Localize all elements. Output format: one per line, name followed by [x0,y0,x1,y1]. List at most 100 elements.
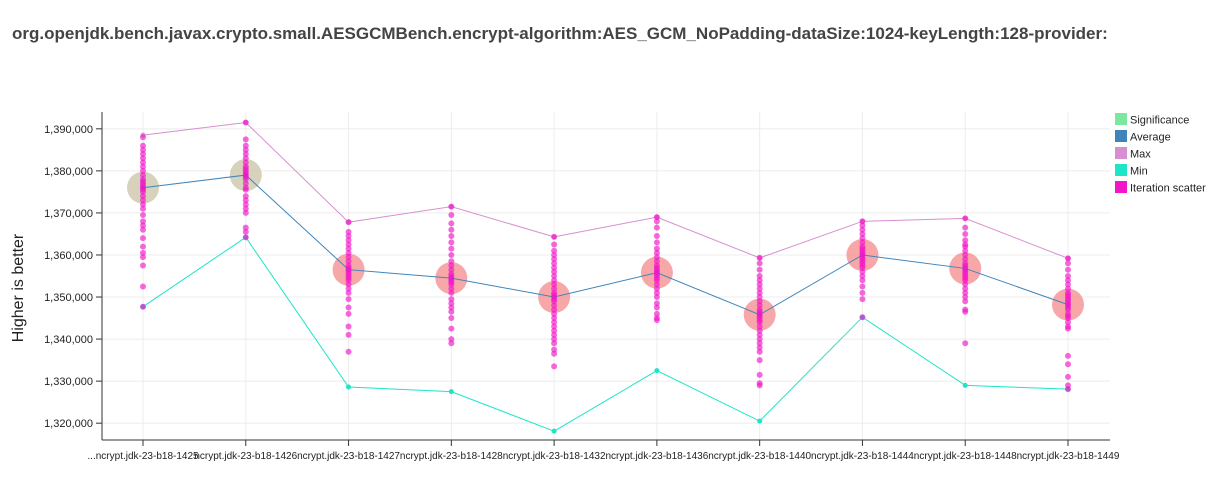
iteration-point[interactable] [140,172,146,179]
iteration-point[interactable] [859,273,866,279]
iteration-point[interactable] [140,163,146,170]
iteration-point[interactable] [551,233,558,240]
iteration-point[interactable] [140,243,146,250]
iteration-point[interactable] [756,281,763,288]
iteration-point[interactable] [756,289,763,296]
iteration-point[interactable] [140,155,146,162]
iteration-point[interactable] [859,289,866,296]
iteration-point[interactable] [140,222,146,229]
iteration-point[interactable] [448,296,455,303]
iteration-point[interactable] [653,304,660,311]
iteration-point[interactable] [140,226,146,233]
legend-swatch[interactable] [1115,130,1127,142]
min-point[interactable] [346,384,352,390]
iteration-point[interactable] [756,336,763,343]
iteration-point[interactable] [345,304,352,311]
iteration-point[interactable] [140,283,146,290]
iteration-point[interactable] [551,315,558,322]
iteration-point[interactable] [140,167,146,174]
legend-label[interactable]: Average [1130,132,1171,144]
iteration-point[interactable] [242,186,249,193]
iteration-point[interactable] [756,344,763,351]
iteration-point[interactable] [345,289,352,296]
iteration-point[interactable] [653,317,660,324]
iteration-point[interactable] [756,298,763,305]
iteration-point[interactable] [962,281,969,288]
iteration-point[interactable] [551,247,558,254]
iteration-point[interactable] [448,336,455,343]
iteration-point[interactable] [962,251,969,258]
legend-label[interactable]: Max [1130,149,1151,161]
iteration-point[interactable] [1065,386,1071,393]
iteration-point[interactable] [962,224,969,231]
iteration-point[interactable] [653,233,660,240]
iteration-point[interactable] [1065,273,1071,279]
iteration-point[interactable] [448,340,455,347]
iteration-point[interactable] [859,264,866,271]
iteration-point[interactable] [140,188,146,195]
legend[interactable]: Significance Average Max Min Iteration scatt… [1115,113,1206,195]
iteration-point[interactable] [345,323,352,330]
iteration-point[interactable] [345,233,352,240]
iteration-point[interactable] [345,281,352,288]
iteration-point[interactable] [242,209,249,216]
iteration-point[interactable] [653,214,660,221]
iteration-point[interactable] [345,310,352,317]
iteration-point[interactable] [551,327,558,334]
legend-swatch[interactable] [1115,147,1127,159]
iteration-point[interactable] [551,264,558,271]
iteration-point[interactable] [859,230,866,237]
iteration-point[interactable] [448,289,455,296]
iteration-point[interactable] [962,298,969,305]
iteration-point[interactable] [1065,315,1071,322]
iteration-point[interactable] [345,296,352,303]
iteration-point[interactable] [448,266,455,273]
iteration-point[interactable] [551,306,558,313]
iteration-point[interactable] [551,260,558,267]
iteration-point[interactable] [551,298,558,305]
iteration-point[interactable] [962,340,969,347]
iteration-point[interactable] [242,193,249,200]
iteration-point[interactable] [859,239,866,246]
iteration-point[interactable] [242,136,249,143]
iteration-point[interactable] [242,146,249,153]
iteration-point[interactable] [551,281,558,288]
iteration-point[interactable] [140,205,146,212]
iteration-point[interactable] [551,336,558,343]
iteration-point[interactable] [756,285,763,292]
iteration-point[interactable] [140,151,146,158]
iteration-point[interactable] [653,289,660,296]
iteration-point[interactable] [551,268,558,275]
iteration-point[interactable] [653,277,660,284]
iteration-point[interactable] [448,251,455,258]
iteration-point[interactable] [448,325,455,332]
iteration-point[interactable] [551,340,558,347]
iteration-point[interactable] [345,245,352,252]
legend-label[interactable]: Min [1130,166,1148,178]
min-point[interactable] [551,428,557,434]
iteration-point[interactable] [653,224,660,231]
iteration-point[interactable] [653,218,660,225]
iteration-point[interactable] [551,241,558,248]
iteration-point[interactable] [448,233,455,240]
iteration-point[interactable] [140,193,146,200]
iteration-point[interactable] [242,197,249,204]
iteration-point[interactable] [1065,373,1071,380]
iteration-point[interactable] [653,245,660,252]
iteration-point[interactable] [242,205,249,212]
iteration-point[interactable] [756,331,763,338]
iteration-point[interactable] [140,146,146,153]
iteration-point[interactable] [859,226,866,233]
legend-swatch[interactable] [1115,164,1127,176]
iteration-point[interactable] [756,357,763,364]
iteration-point[interactable] [653,285,660,292]
iteration-point[interactable] [1065,325,1071,332]
iteration-point[interactable] [448,245,455,252]
iteration-point[interactable] [242,119,249,126]
iteration-point[interactable] [1065,281,1071,288]
legend-label[interactable]: Significance [1130,115,1189,127]
iteration-point[interactable] [859,218,866,225]
iteration-point[interactable] [242,176,249,183]
iteration-point[interactable] [448,258,455,265]
iteration-point[interactable] [859,296,866,303]
